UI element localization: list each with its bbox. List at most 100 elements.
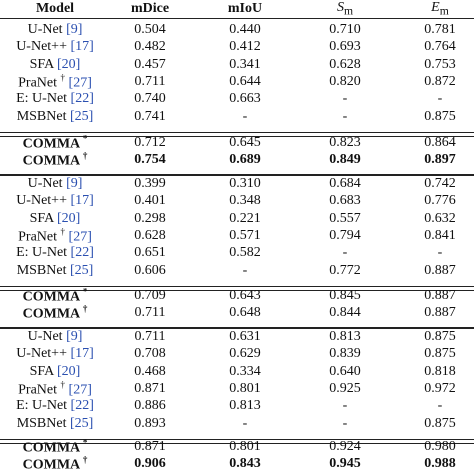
- header-text: S: [336, 0, 344, 15]
- model-name: SFA: [29, 210, 54, 226]
- value: -: [342, 245, 348, 261]
- value-cell: -: [243, 416, 248, 431]
- value-cell: 0.887: [424, 306, 456, 320]
- model-name: MSBNet: [16, 415, 67, 431]
- rule: [0, 173, 474, 176]
- value-cell: 0.708: [134, 347, 166, 361]
- value: 0.906: [134, 456, 166, 472]
- model-cell: E: U-Net [22]: [16, 92, 94, 106]
- value: 0.571: [229, 227, 261, 243]
- value-cell: 0.457: [134, 57, 166, 72]
- value-cell: 0.753: [424, 57, 456, 72]
- model-mark: †: [60, 379, 66, 390]
- value-cell: 0.897: [424, 153, 456, 167]
- value: 0.887: [424, 262, 456, 278]
- value-cell: 0.820: [329, 74, 361, 89]
- value-cell: 0.742: [424, 177, 456, 191]
- header-text: E: [431, 0, 440, 15]
- value-cell: 0.711: [135, 306, 166, 320]
- value-cell: 0.631: [229, 330, 261, 344]
- value-cell: 0.875: [424, 109, 456, 124]
- value: 0.871: [134, 380, 166, 396]
- value-cell: 0.341: [229, 56, 261, 72]
- value-cell: 0.772: [329, 263, 361, 278]
- value-cell: 0.684: [329, 177, 361, 191]
- model-cell: COMMA †: [23, 455, 88, 473]
- model-name: U-Net: [27, 22, 63, 37]
- model-cell: SFA [20]: [29, 210, 81, 226]
- model-name: E: U-Net: [16, 245, 68, 261]
- value: 0.844: [329, 305, 361, 321]
- model-name: U-Net: [27, 176, 63, 191]
- value: -: [342, 398, 348, 414]
- value: 0.823: [329, 135, 361, 150]
- value: 0.875: [424, 329, 456, 344]
- value: 0.945: [329, 456, 361, 472]
- model-cell: U-Net++ [17]: [16, 40, 94, 54]
- value: 0.221: [229, 210, 261, 226]
- model-name: U-Net++: [16, 39, 67, 55]
- value: -: [437, 398, 443, 414]
- value: 0.740: [134, 91, 166, 107]
- model-name: PraNet: [18, 382, 58, 398]
- value: 0.886: [134, 398, 166, 414]
- model-name: MSBNet: [16, 108, 67, 124]
- value-cell: 0.298: [134, 210, 166, 226]
- model-cell: COMMA *: [23, 438, 88, 456]
- value: 0.298: [134, 210, 166, 226]
- value: 0.764: [424, 39, 456, 55]
- value: 0.693: [329, 39, 361, 55]
- value: 0.776: [424, 193, 456, 209]
- rule: [0, 442, 474, 444]
- value: -: [242, 262, 248, 278]
- rule: [0, 18, 474, 19]
- model-name: U-Net: [27, 329, 63, 344]
- model-ref: [9]: [66, 22, 83, 37]
- value: 0.711: [134, 305, 166, 321]
- value: 0.887: [424, 305, 456, 321]
- value: 0.875: [424, 415, 456, 431]
- rule: [0, 131, 474, 133]
- value-cell: 0.776: [424, 194, 456, 208]
- value: 0.818: [424, 363, 456, 379]
- value: 0.631: [229, 329, 261, 344]
- header-cell: Sm: [336, 0, 353, 17]
- value: 0.341: [229, 56, 261, 72]
- model-ref: [17]: [70, 193, 94, 209]
- value: 0.348: [229, 193, 261, 209]
- model-name: PraNet: [18, 75, 58, 91]
- value: 0.663: [229, 91, 261, 107]
- value: 0.632: [424, 210, 456, 226]
- value: 0.781: [424, 22, 456, 37]
- value-cell: 0.887: [424, 289, 456, 303]
- model-cell: PraNet † [27]: [18, 379, 92, 398]
- value: 0.801: [229, 439, 261, 454]
- value-cell: 0.557: [329, 211, 361, 226]
- value: 0.845: [329, 288, 361, 303]
- model-mark: †: [60, 72, 66, 83]
- value: 0.813: [329, 329, 361, 344]
- rule: [0, 326, 474, 329]
- model-name: MSBNet: [16, 262, 67, 278]
- value: 0.606: [134, 262, 166, 278]
- model-cell: PraNet † [27]: [18, 227, 92, 245]
- value: 0.334: [229, 363, 261, 379]
- value: 0.643: [229, 288, 261, 303]
- value-cell: 0.651: [134, 246, 166, 260]
- value-cell: 0.925: [329, 381, 361, 396]
- value: 0.741: [134, 108, 166, 124]
- value: 0.684: [329, 176, 361, 191]
- value: 0.872: [424, 73, 456, 89]
- value: 0.887: [424, 288, 456, 303]
- model-cell: U-Net++ [17]: [16, 347, 94, 361]
- value: 0.708: [134, 346, 166, 362]
- model-ref: [25]: [69, 262, 94, 278]
- model-cell: COMMA *: [23, 287, 88, 305]
- model-ref: [22]: [70, 91, 94, 107]
- value: 0.648: [229, 305, 261, 321]
- value: 0.871: [134, 439, 166, 454]
- value: 0.683: [329, 193, 361, 209]
- header-sub: m: [439, 4, 449, 18]
- value-cell: 0.845: [329, 289, 361, 303]
- value: 0.645: [229, 135, 261, 150]
